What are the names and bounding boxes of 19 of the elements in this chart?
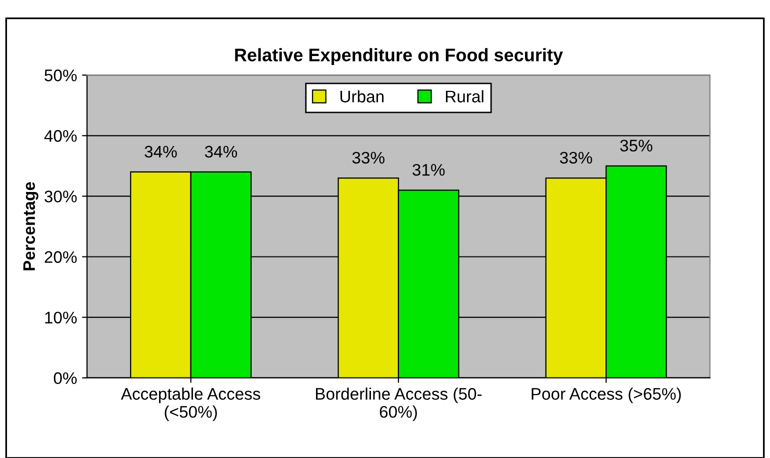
x-tick-label: Borderline Access (50- 60%)	[316, 388, 482, 422]
text: 35%	[620, 140, 652, 152]
text: 33%	[352, 152, 384, 164]
x-tick-label: Acceptable Access (<50%)	[120, 388, 260, 422]
y-tick-label: 0%	[54, 372, 77, 384]
y-tick-label: 50%	[44, 70, 77, 82]
y-tick-label: 30%	[44, 190, 77, 202]
y-tick-label: 10%	[45, 312, 77, 324]
text: 34%	[144, 146, 177, 158]
chart-title: Relative Expenditure on Food security	[235, 48, 563, 65]
text: 33%	[560, 152, 592, 164]
y-tick-label: 20%	[44, 251, 77, 263]
text: 31%	[412, 164, 445, 176]
y-tick-label: 40%	[44, 130, 77, 142]
x-tick-label: Poor Access (>65%)	[532, 388, 681, 404]
y-axis-title: Percentage	[23, 182, 38, 270]
legend-label: Rural	[446, 90, 484, 102]
legend-label: Urban	[340, 90, 384, 102]
text: 34%	[204, 146, 238, 158]
